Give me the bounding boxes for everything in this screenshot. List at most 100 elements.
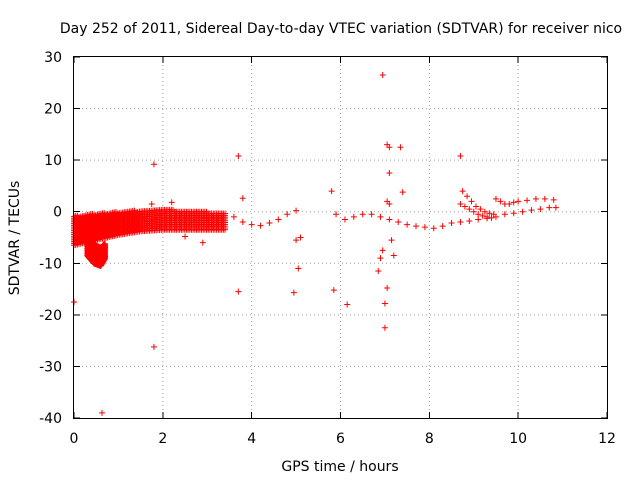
data-point <box>421 224 428 231</box>
data-point <box>541 195 548 202</box>
data-point <box>459 188 466 195</box>
data-point <box>386 170 393 177</box>
data-point <box>475 211 482 218</box>
y-tick-label: -40 <box>39 411 62 427</box>
data-point <box>486 210 493 217</box>
x-axis: 0 2 4 6 8 10 12 <box>70 57 616 447</box>
x-tick-label: 2 <box>158 431 167 447</box>
data-point <box>466 217 473 224</box>
y-tick-label: 20 <box>44 102 62 118</box>
data-point <box>492 195 499 202</box>
data-point <box>475 216 482 223</box>
data-point <box>199 239 206 246</box>
data-point <box>230 213 237 220</box>
data-point <box>457 153 464 160</box>
data-point <box>524 197 531 204</box>
chart-title: Day 252 of 2011, Sidereal Day-to-day VTE… <box>60 21 622 37</box>
y-tick-label: -20 <box>39 308 62 324</box>
data-point <box>484 213 491 220</box>
data-point <box>528 207 535 214</box>
data-point <box>248 221 255 228</box>
grid <box>74 57 607 418</box>
data-point <box>490 211 497 218</box>
data-point <box>150 343 157 350</box>
y-tick-label: -30 <box>39 359 62 375</box>
data-point <box>150 161 157 168</box>
data-point <box>328 188 335 195</box>
data-point <box>386 200 393 207</box>
plot-frame <box>73 56 608 419</box>
data-point <box>168 199 175 206</box>
data-point <box>222 210 229 217</box>
data-point <box>384 285 391 292</box>
data-point <box>550 196 557 203</box>
data-point <box>439 223 446 230</box>
data-point <box>537 206 544 213</box>
y-tick-label: 10 <box>44 153 62 169</box>
data-point <box>413 223 420 230</box>
data-point <box>472 203 479 210</box>
data-point <box>466 206 473 213</box>
data-point <box>293 207 300 214</box>
data-point <box>468 198 475 205</box>
y-tick-label: 0 <box>53 205 62 221</box>
data-point <box>515 198 522 205</box>
data-point <box>464 193 471 200</box>
data-point <box>488 214 495 221</box>
data-point <box>381 324 388 331</box>
x-tick-label: 4 <box>247 431 256 447</box>
data-point <box>481 208 488 215</box>
data-point <box>381 300 388 307</box>
y-tick-label: 30 <box>44 50 62 66</box>
data-point <box>497 198 504 205</box>
data-point <box>182 233 189 240</box>
data-point <box>430 225 437 232</box>
data-point <box>235 288 242 295</box>
data-point <box>350 213 357 220</box>
x-tick-label: 10 <box>509 431 527 447</box>
data-point <box>295 265 302 272</box>
data-point <box>239 195 246 202</box>
data-point <box>477 206 484 213</box>
x-tick-label: 0 <box>70 431 79 447</box>
data-point <box>470 208 477 215</box>
x-axis-label: GPS time / hours <box>281 459 398 475</box>
data-point <box>397 144 404 151</box>
data-point <box>341 216 348 223</box>
x-tick-label: 6 <box>336 431 345 447</box>
data-point <box>399 189 406 196</box>
data-point <box>519 208 526 215</box>
data-point <box>552 204 559 211</box>
data-point <box>510 199 517 206</box>
data-point <box>532 195 539 202</box>
data-point <box>275 216 282 223</box>
data-point <box>333 211 340 218</box>
data-point <box>386 144 393 151</box>
data-point <box>368 211 375 218</box>
data-point <box>404 221 411 228</box>
data-point <box>377 255 384 262</box>
data-point <box>330 287 337 294</box>
data-point <box>290 289 297 296</box>
data-point <box>93 219 100 226</box>
y-axis-label: SDTVAR / TECUs <box>7 181 23 296</box>
data-point <box>257 222 264 229</box>
data-point <box>359 211 366 218</box>
data-point <box>390 252 397 259</box>
data-point <box>293 237 300 244</box>
data-point <box>395 219 402 226</box>
data-point <box>379 247 386 254</box>
data-point <box>457 219 464 226</box>
x-tick-label: 8 <box>425 431 434 447</box>
data-point <box>344 301 351 308</box>
x-tick-label: 12 <box>598 431 616 447</box>
data-point <box>448 220 455 227</box>
data-point <box>506 200 513 207</box>
data-point <box>148 200 155 207</box>
data-point <box>377 213 384 220</box>
data-point <box>501 211 508 218</box>
y-axis: -40 -30 -20 -10 0 10 20 30 <box>39 50 607 427</box>
y-tick-label: -10 <box>39 256 62 272</box>
data-point <box>457 200 464 207</box>
